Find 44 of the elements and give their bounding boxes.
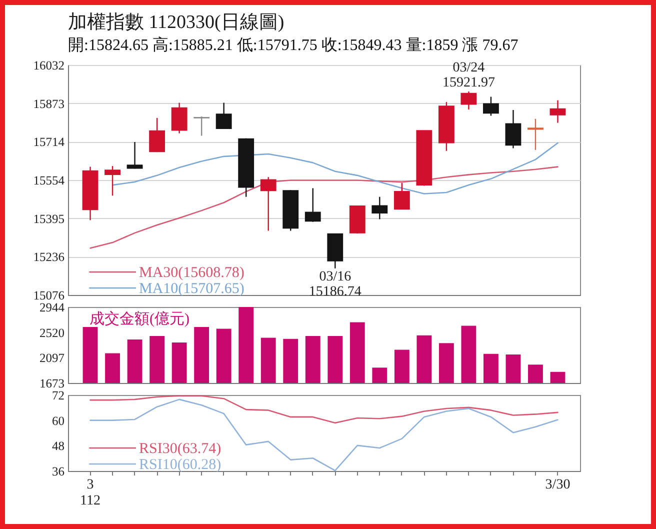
candlestick	[550, 100, 566, 124]
legend-label: RSI10(60.28)	[139, 457, 222, 473]
x-tick-label: 3 112	[80, 478, 101, 508]
candlestick	[505, 109, 522, 149]
y-tick-label: 36	[52, 464, 64, 478]
candlestick	[104, 165, 120, 196]
candlestick	[126, 141, 143, 170]
annotation: 03/24 15921.97	[442, 60, 495, 90]
legend-label: MA30(15608.78)	[139, 265, 244, 281]
candlestick	[304, 188, 321, 222]
y-tick-label: 2520	[40, 326, 64, 340]
chart-subtitle: 開:15824.65 高:15885.21 低:15791.75 收:15849.43 量:1859 漲 79.67	[68, 36, 518, 54]
legend-label: RSI30(63.74)	[139, 441, 222, 457]
line-series	[90, 395, 558, 424]
y-tick-label: 60	[52, 414, 64, 428]
candlestick	[483, 96, 499, 116]
candlestick	[260, 176, 276, 232]
candlestick	[528, 118, 544, 151]
candlestick	[372, 196, 388, 220]
line-series	[90, 166, 558, 249]
candlestick	[171, 102, 188, 134]
y-tick-label: 16032	[33, 58, 64, 72]
line-series	[90, 398, 558, 472]
y-axis-title: 成交金額(億元)	[90, 310, 190, 328]
y-tick-label: 2944	[40, 300, 66, 314]
x-tick-label: 3/30	[545, 478, 570, 492]
y-tick-label: 15395	[33, 212, 64, 226]
y-tick-label: 2097	[40, 351, 64, 366]
y-tick-label: 15554	[33, 174, 66, 188]
y-tick-label: 48	[52, 439, 64, 454]
y-tick-label: 15873	[33, 96, 64, 111]
y-tick-label: 15714	[33, 135, 66, 150]
candlestick	[149, 117, 165, 153]
chart-title: 加權指數 1120330(日線圖)	[68, 12, 284, 33]
candlestick	[460, 90, 477, 110]
y-tick-label: 15076	[33, 288, 64, 302]
y-tick-label: 15236	[33, 250, 64, 264]
candlestick	[394, 182, 410, 210]
candlestick	[216, 102, 232, 130]
line-series	[112, 142, 558, 194]
y-tick-label: 72	[52, 388, 64, 402]
candlestick	[194, 116, 210, 136]
y-tick-label: 1673	[40, 376, 64, 390]
legend-label: MA10(15707.65)	[139, 281, 244, 297]
